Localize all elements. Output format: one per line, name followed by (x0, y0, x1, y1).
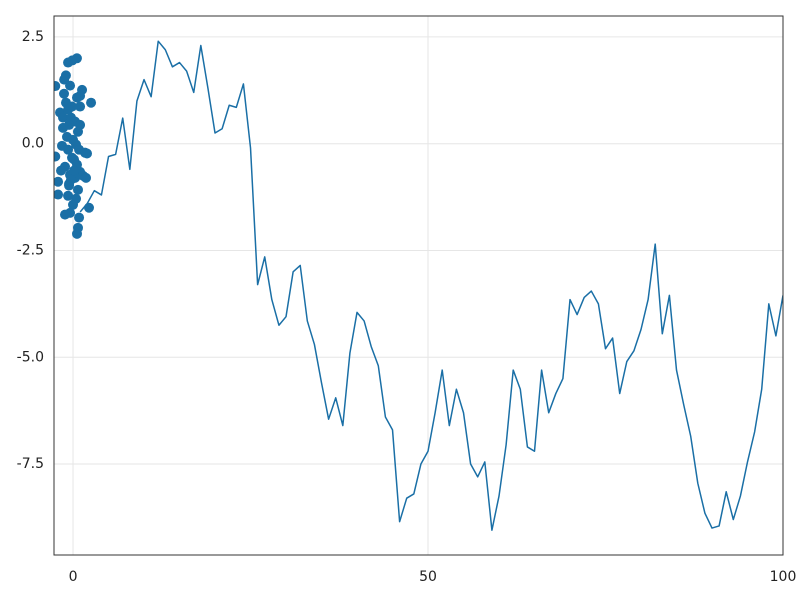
y-tick-label: -7.5 (17, 456, 44, 472)
x-tick-label: 0 (69, 569, 78, 585)
scatter-point (63, 190, 74, 201)
scatter-point (72, 126, 83, 137)
x-tick-label: 50 (419, 569, 437, 585)
scatter-point (58, 122, 69, 133)
scatter-point (82, 148, 93, 159)
scatter-point (54, 176, 64, 187)
scatter-point (75, 90, 86, 101)
scatter-point (68, 199, 79, 210)
plot-area (54, 40, 783, 531)
scatter-point (67, 55, 78, 66)
scatter-point (72, 228, 83, 239)
scatter-point (65, 207, 76, 218)
scatter-point (58, 112, 69, 123)
scatter-point (61, 131, 72, 142)
data-line (79, 40, 783, 531)
y-tick-label: -5.0 (17, 349, 44, 365)
scatter-point (74, 212, 85, 223)
scatter-point (63, 104, 74, 115)
scatter-point (54, 189, 64, 200)
labels: 0 50 100 2.5 0.0 -2.5 -5.0 -7.5 (17, 29, 797, 585)
y-tick-label: 2.5 (22, 29, 44, 45)
scatter-point (84, 202, 95, 213)
x-tick-label: 100 (770, 569, 797, 585)
scatter-point (69, 165, 80, 176)
scatter-point (65, 80, 76, 91)
scatter-point (75, 101, 86, 112)
scatter-point (54, 151, 61, 162)
scatter-point (86, 97, 97, 108)
axes-frame (53, 15, 784, 556)
scatter-point (59, 88, 70, 99)
scatter-point (63, 144, 74, 155)
y-tick-label: 0.0 (22, 136, 44, 152)
scatter-point (72, 184, 83, 195)
scatter-point (54, 81, 61, 92)
y-tick-label: -2.5 (17, 242, 44, 258)
scatter-point (56, 165, 67, 176)
scatter-point (66, 174, 77, 185)
scatter-point (81, 172, 92, 183)
